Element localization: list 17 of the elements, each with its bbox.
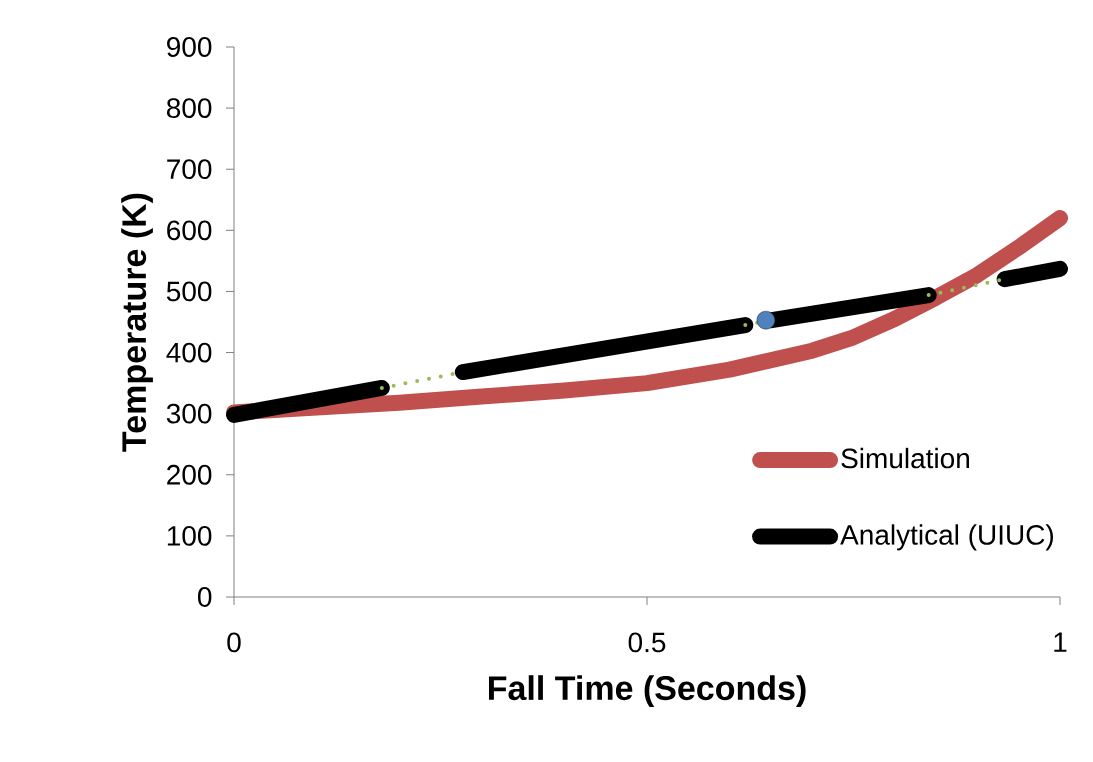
y-tick-label: 200	[167, 464, 212, 485]
x-tick-label: 0.5	[628, 632, 666, 653]
y-tick-label: 400	[166, 342, 212, 363]
legend-label: Simulation	[841, 447, 969, 469]
y-tick-label: 800	[166, 98, 212, 119]
y-tick-label: 700	[167, 159, 212, 180]
y-tick-label: 600	[167, 220, 212, 241]
y-tick-label: 0	[198, 587, 212, 607]
y-tick-label: 300	[166, 403, 212, 424]
y-tick-label: 100	[167, 525, 212, 546]
x-axis-title: Fall Time (Seconds)	[489, 675, 806, 707]
x-tick-label: 1	[1054, 632, 1067, 652]
legend-label: Analytical (UIUC)	[840, 524, 1054, 551]
y-tick-label: 500	[166, 281, 212, 302]
y-tick-label: 900	[167, 37, 212, 57]
x-tick-label: 0	[227, 632, 241, 653]
y-axis-title: Temperature (K)	[121, 193, 153, 452]
